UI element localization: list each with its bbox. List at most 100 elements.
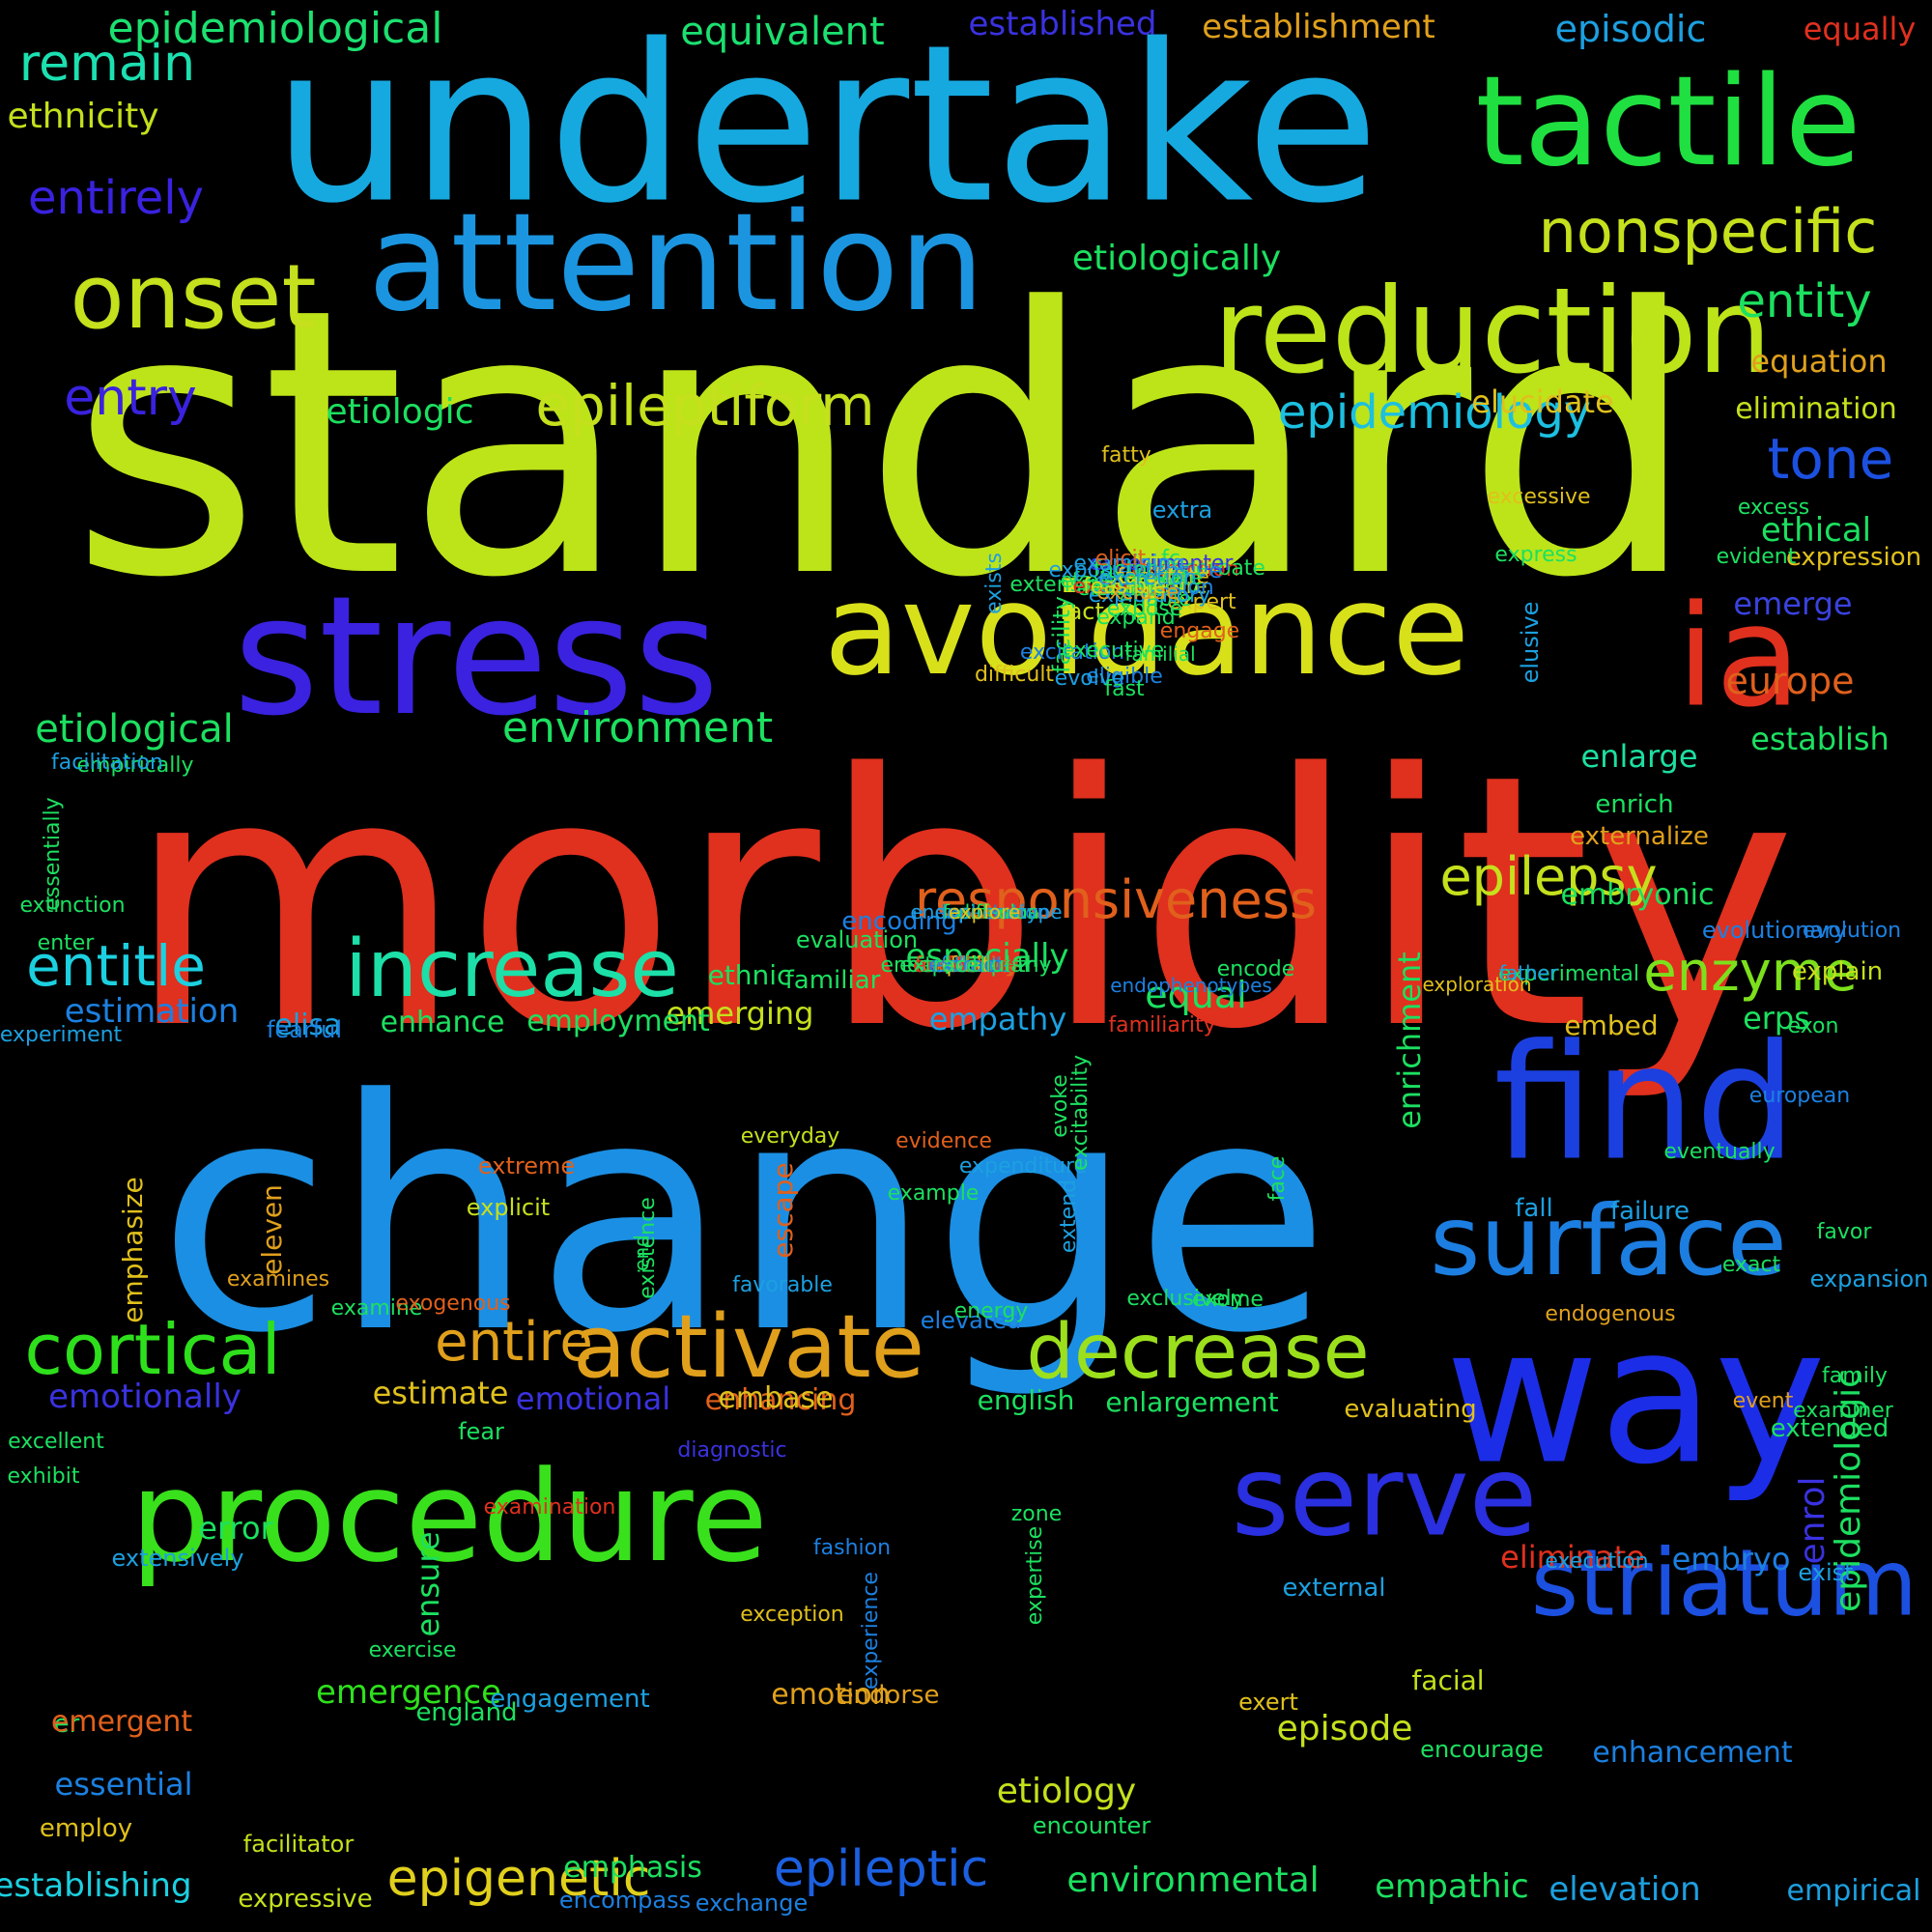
cloud-word: undertake (272, 0, 1379, 252)
cloud-word: examination (483, 1495, 616, 1520)
cloud-word: exposure (1048, 558, 1147, 582)
cloud-word: enhancement (1592, 1736, 1793, 1770)
cloud-word: extend (1057, 1179, 1081, 1254)
cloud-word: extended (1770, 1414, 1889, 1443)
cloud-word: exonic (931, 953, 1001, 978)
cloud-word: procedure (130, 1443, 768, 1590)
cloud-word: epileptiform (535, 373, 875, 439)
cloud-word: essential (54, 1766, 193, 1803)
cloud-word: elevated (920, 1307, 1022, 1334)
cloud-word: emerging (666, 995, 814, 1032)
cloud-word: evidence (895, 1129, 992, 1153)
cloud-word: familial (1124, 642, 1196, 666)
cloud-word: embryonic (1560, 878, 1715, 912)
cloud-word: facilitate (1117, 565, 1209, 589)
cloud-word: exception (740, 1603, 844, 1627)
cloud-word: extreme (477, 1152, 576, 1179)
cloud-word: failure (1609, 1197, 1690, 1226)
cloud-word: enhancing (704, 1383, 857, 1417)
cloud-word: endogenous (1545, 1302, 1676, 1326)
cloud-word: evolve (1054, 667, 1125, 691)
cloud-word: entity (1737, 274, 1872, 328)
cloud-word: elisa (274, 1009, 342, 1042)
cloud-word: embryo (1671, 1541, 1791, 1577)
cloud-word: etiologic (326, 392, 474, 432)
cloud-word: extension (1009, 573, 1114, 597)
cloud-word: exercise (368, 1638, 457, 1662)
cloud-word: expression (1785, 543, 1922, 572)
cloud-word: encephalopathy (880, 953, 1052, 978)
cloud-word: er (53, 1710, 80, 1739)
cloud-word: engage (1159, 619, 1240, 643)
cloud-word: establishing (0, 1866, 192, 1905)
cloud-word: expenditure (958, 1154, 1088, 1179)
cloud-word: epileptic (773, 1840, 989, 1898)
cloud-word: encourage (1420, 1736, 1544, 1763)
cloud-word: examining (1073, 552, 1185, 576)
cloud-word: equivalent (680, 10, 885, 54)
cloud-word: exist (1798, 1559, 1854, 1586)
cloud-word: etiology (996, 1772, 1137, 1811)
cloud-word: fc (1161, 547, 1180, 571)
cloud-word: attention (367, 185, 985, 342)
cloud-word: en2 (1127, 575, 1168, 599)
cloud-word: serve (1231, 1432, 1538, 1562)
cloud-word: explicit (466, 1194, 551, 1221)
cloud-word: way (1444, 1286, 1827, 1506)
cloud-word: enrol (1793, 1476, 1833, 1565)
cloud-word: environmental (1066, 1861, 1320, 1900)
cloud-word: energy (953, 1299, 1029, 1323)
cloud-word: expert (1167, 590, 1236, 614)
cloud-word: expectation (934, 900, 1050, 923)
cloud-word: estimation (64, 992, 240, 1031)
cloud-word: remain (18, 35, 196, 93)
cloud-word: factor (1093, 557, 1156, 582)
cloud-word: entry (64, 369, 197, 427)
cloud-word: expertise (1023, 1525, 1047, 1626)
cloud-word: feasible (1083, 575, 1166, 599)
cloud-word: ia (1676, 575, 1802, 739)
cloud-word: find (1493, 1009, 1797, 1196)
cloud-word: example (887, 1181, 980, 1206)
cloud-word: emission (1120, 576, 1214, 600)
cloud-word: exclusion (949, 900, 1039, 923)
cloud-word: expressive (238, 1885, 373, 1914)
cloud-word: familiar (784, 966, 881, 995)
cloud-word: fatty (1101, 443, 1151, 468)
cloud-word: responsiveness (915, 869, 1317, 930)
cloud-word: familiarity (1108, 1013, 1216, 1037)
cloud-word: expansion (1809, 1265, 1929, 1293)
cloud-word: european (1748, 1084, 1851, 1108)
cloud-word: epidemiology (1277, 385, 1592, 440)
cloud-word: equal (1145, 974, 1247, 1016)
cloud-word: exclusively (1126, 1287, 1244, 1311)
cloud-word: differs (957, 900, 1019, 923)
cloud-word: enable (1119, 587, 1192, 611)
cloud-word: exert (1238, 1689, 1298, 1716)
cloud-word: eleven (256, 1184, 288, 1275)
cloud-word: cortical (24, 1309, 281, 1390)
cloud-word: etiological (35, 707, 234, 752)
cloud-word: explore (948, 900, 1021, 923)
cloud-word: diagnostic (677, 1438, 787, 1463)
cloud-word: enzyme (1643, 941, 1858, 1004)
cloud-word: tone (1767, 426, 1894, 492)
cloud-word: embed (1564, 1009, 1659, 1041)
cloud-word: decrease (1026, 1309, 1370, 1396)
cloud-word: elicit (1094, 547, 1147, 571)
cloud-word: emit (942, 953, 990, 978)
cloud-word: exacerbate (1146, 556, 1265, 581)
cloud-word: experiment (0, 1023, 123, 1047)
cloud-word: entirely (27, 171, 205, 225)
cloud-word: exogenous (395, 1292, 511, 1316)
cloud-word: zone (1010, 1502, 1063, 1526)
cloud-word: avoidance (823, 556, 1470, 703)
cloud-word: fashion (812, 1536, 892, 1560)
cloud-word: empirically (76, 753, 194, 778)
cloud-word: enlarge (1580, 738, 1698, 775)
cloud-word: emergent (50, 1705, 193, 1739)
cloud-word: feasibility (914, 953, 1018, 978)
cloud-word: onset (70, 245, 317, 349)
cloud-word: everyday (740, 1124, 840, 1149)
